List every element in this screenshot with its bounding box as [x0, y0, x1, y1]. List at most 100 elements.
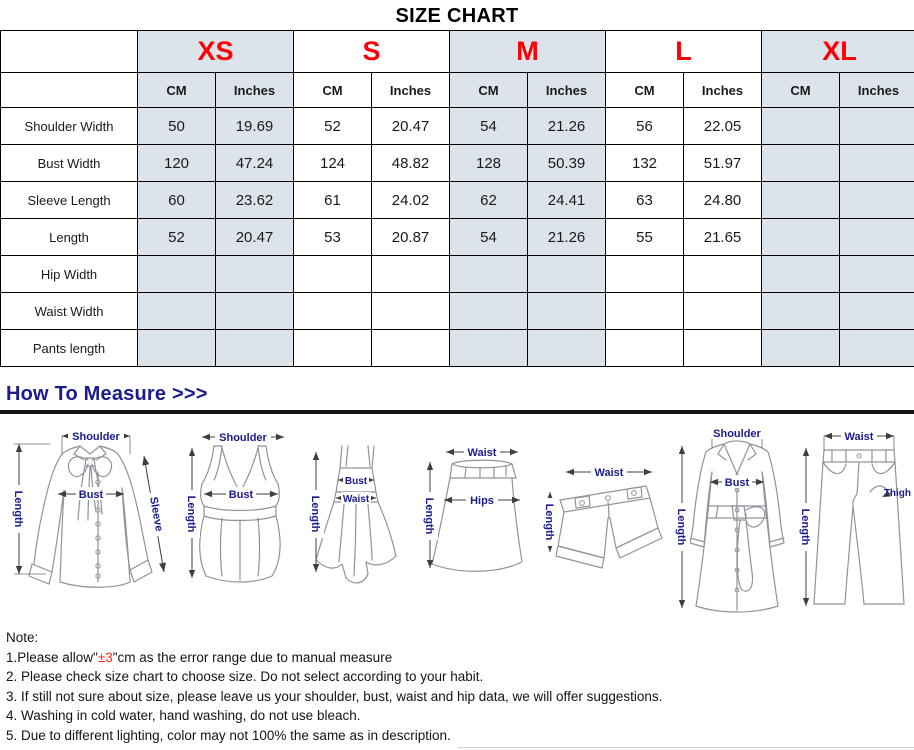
cell: 132: [605, 144, 685, 182]
cell: [449, 292, 529, 330]
row-label: Shoulder Width: [0, 107, 138, 145]
table-corner-cell: [0, 30, 138, 73]
measure-label-length: Length: [543, 504, 555, 541]
measure-label-hips: Hips: [470, 495, 494, 507]
unit-header-inches: Inches: [215, 72, 294, 108]
measure-label-shoulder: Shoulder: [219, 432, 267, 444]
cell: [605, 255, 685, 293]
measure-label-shoulder: Shoulder: [72, 431, 120, 443]
cell: [761, 218, 841, 256]
measure-label-waist: Waist: [595, 467, 624, 479]
cell: 48.82: [370, 144, 451, 182]
measure-label-sleeve: Sleeve: [147, 496, 165, 532]
measure-label-bust: Bust: [345, 476, 368, 487]
cell: [215, 329, 294, 367]
cell: [527, 329, 607, 367]
unit-header-cm: CM: [137, 72, 216, 108]
cell: 20.87: [370, 218, 451, 256]
table-corner-cell-2: [0, 72, 138, 108]
cell: 62: [449, 181, 529, 219]
table-row-pants-length: Pants length: [0, 329, 914, 367]
measure-label-bust: Bust: [725, 477, 750, 489]
cell: [527, 255, 607, 293]
measure-label-waist: Waist: [343, 494, 370, 505]
measure-label-length: Length: [799, 509, 811, 546]
table-row-waist-width: Waist Width: [0, 292, 914, 330]
measure-figures: Shoulder Length Bust Sleeve Shoulder: [0, 414, 914, 622]
row-label: Pants length: [0, 329, 138, 367]
figure-coat: Shoulder Length Bust: [675, 426, 785, 613]
size-chart-table: XS S M L XL CM Inches CM Inches CM Inche…: [0, 30, 914, 367]
unit-header-cm: CM: [761, 72, 841, 108]
note-line-1: 1.Please allow"±3"cm as the error range …: [6, 648, 914, 668]
cell: 47.24: [215, 144, 294, 182]
page-bottom-divider: [458, 747, 914, 748]
note-1-suffix: "cm as the error range due to manual mea…: [112, 649, 393, 665]
cell: [683, 255, 763, 293]
cell: [839, 255, 914, 293]
cell: 53: [293, 218, 372, 256]
measure-label-length: Length: [675, 509, 687, 546]
table-row-hip-width: Hip Width: [0, 255, 914, 293]
cell: [215, 292, 294, 330]
cell: [449, 255, 529, 293]
cell: 19.69: [215, 107, 294, 145]
unit-header-row: CM Inches CM Inches CM Inches CM Inches …: [0, 72, 914, 108]
cell: 128: [449, 144, 529, 182]
cell: 54: [449, 107, 529, 145]
cell: [839, 329, 914, 367]
table-row-length: Length 52 20.47 53 20.87 54 21.26 55 21.…: [0, 218, 914, 256]
unit-header-cm: CM: [449, 72, 529, 108]
cell: [761, 329, 841, 367]
cell: [370, 255, 451, 293]
cell: 63: [605, 181, 685, 219]
cell: [761, 107, 841, 145]
cell: 24.02: [370, 181, 451, 219]
cell: [839, 292, 914, 330]
measure-label-length: Length: [423, 498, 435, 535]
row-label: Waist Width: [0, 292, 138, 330]
cell: 60: [137, 181, 216, 219]
cell: 23.62: [215, 181, 294, 219]
cell: 120: [137, 144, 216, 182]
size-column-header-m: M: [449, 30, 607, 73]
measure-label-waist: Waist: [468, 447, 497, 459]
size-header-row: XS S M L XL: [0, 30, 914, 73]
cell: [683, 329, 763, 367]
size-column-header-xs: XS: [137, 30, 294, 73]
notes-heading: Note:: [6, 630, 39, 645]
row-label: Length: [0, 218, 138, 256]
note-line-5: 5. Due to different lighting, color may …: [6, 727, 451, 743]
cell: [839, 107, 914, 145]
section-divider: [0, 410, 914, 414]
how-to-measure-heading: How To Measure >>>: [6, 383, 208, 405]
cell: [293, 292, 372, 330]
cell: [761, 292, 841, 330]
cell: 50.39: [527, 144, 607, 182]
cell: [370, 292, 451, 330]
note-1-prefix: 1.Please allow": [6, 649, 98, 665]
table-row-bust-width: Bust Width 120 47.24 124 48.82 128 50.39…: [0, 144, 914, 182]
unit-header-inches: Inches: [527, 72, 607, 108]
figure-dress: Bust Waist Length: [309, 445, 397, 584]
cell: 52: [293, 107, 372, 145]
cell: 24.41: [527, 181, 607, 219]
figure-tank-top: Shoulder Length Bust: [185, 430, 284, 583]
cell: 21.26: [527, 218, 607, 256]
cell: [839, 181, 914, 219]
cell: 21.65: [683, 218, 763, 256]
unit-header-cm: CM: [605, 72, 685, 108]
cell: 20.47: [370, 107, 451, 145]
note-1-highlight: ±3: [97, 649, 113, 665]
page-title: SIZE CHART: [395, 5, 519, 27]
table-row-sleeve-length: Sleeve Length 60 23.62 61 24.02 62 24.41…: [0, 181, 914, 219]
cell: 21.26: [527, 107, 607, 145]
cell: [839, 218, 914, 256]
measure-label-length: Length: [185, 496, 197, 533]
measure-label-waist: Waist: [845, 431, 874, 443]
measure-label-bust: Bust: [229, 489, 254, 501]
cell: 24.80: [683, 181, 763, 219]
cell: 124: [293, 144, 372, 182]
note-line-4: 4. Washing in cold water, hand washing, …: [6, 708, 361, 723]
unit-header-cm: CM: [293, 72, 372, 108]
